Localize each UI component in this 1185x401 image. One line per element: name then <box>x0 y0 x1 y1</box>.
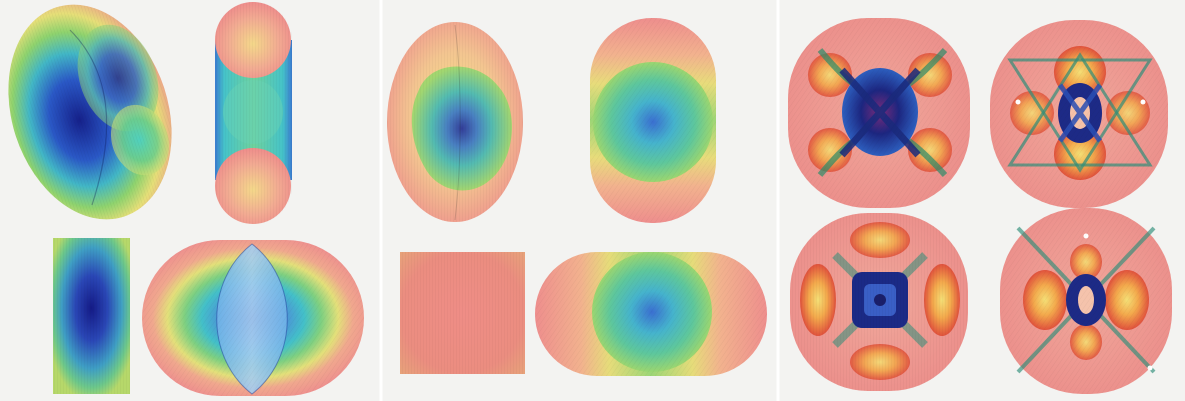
ornament-top-right <box>990 20 1168 208</box>
panel-left <box>8 2 364 396</box>
ornament-bottom-right <box>1000 208 1172 394</box>
egg-shape <box>387 22 523 222</box>
horizontal-pill <box>535 252 767 376</box>
pink-square <box>400 252 525 374</box>
tilted-ellipse <box>8 4 172 220</box>
ornament-bottom-left <box>790 213 968 391</box>
panel-right <box>788 18 1172 394</box>
ornament-top-left <box>788 18 970 208</box>
blue-rectangle <box>53 238 130 394</box>
panel-middle <box>387 18 767 376</box>
vertical-capsule <box>215 2 292 224</box>
vertical-pill <box>590 18 716 223</box>
horizontal-stadium <box>142 240 364 396</box>
